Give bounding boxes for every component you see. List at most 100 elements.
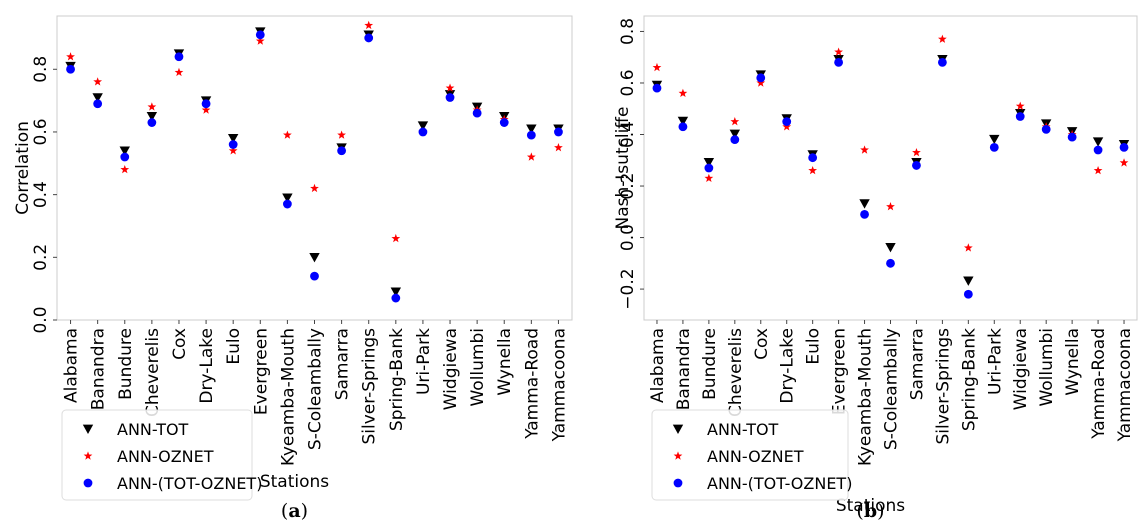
x-tick-label: Silver-Springs [360, 328, 380, 445]
legend-label: ANN-OZNET [707, 447, 804, 466]
data-point [282, 199, 292, 209]
x-tick-label: Banandra [89, 328, 109, 410]
data-point [808, 165, 818, 175]
series-ann-oznet [652, 34, 1129, 252]
x-tick-label: Kyeamba-Mouth [856, 328, 876, 466]
data-point [364, 20, 374, 30]
data-point [729, 129, 741, 140]
data-point [554, 127, 563, 137]
data-point [963, 289, 973, 299]
data-point [526, 152, 536, 161]
x-tick-label: Wollumbi [468, 328, 488, 407]
data-point [282, 193, 293, 203]
data-point [652, 83, 662, 93]
series-ann-tot-oznet- [652, 57, 1129, 299]
legend-marker [83, 478, 93, 488]
x-tick-label: Alabama [648, 328, 668, 403]
data-point [228, 140, 238, 149]
x-tick-label: Wynella [1063, 328, 1083, 396]
data-point [1067, 132, 1077, 142]
data-point [678, 122, 688, 132]
data-point [834, 47, 843, 56]
data-point [937, 57, 947, 67]
legend-box [651, 409, 849, 501]
legend-label: ANN-(TOT-OZNET) [707, 474, 852, 493]
x-tick-label: Dry-Lake [778, 328, 798, 404]
y-tick-label: 0.6 [31, 118, 51, 145]
data-point [1119, 142, 1129, 152]
data-point [1015, 101, 1025, 110]
data-point [499, 118, 509, 127]
x-tick-label: Uri-Park [985, 328, 1005, 395]
data-point [66, 64, 75, 74]
legend-label: ANN-TOT [117, 420, 189, 439]
data-point [147, 118, 157, 127]
x-tick-label: Widgiewa [1011, 328, 1031, 410]
data-point [445, 93, 455, 102]
x-axis-label: Stations [260, 472, 329, 492]
data-point [860, 209, 869, 219]
panel-label: (b) [856, 500, 884, 522]
data-point [1093, 165, 1103, 175]
x-tick-label: Dry-Lake [197, 328, 217, 404]
data-point [989, 134, 1000, 145]
y-axis-label: Correlation [13, 121, 33, 215]
data-point [92, 93, 103, 103]
data-point [912, 161, 921, 170]
data-point [756, 78, 766, 87]
data-point [678, 88, 688, 98]
data-point [66, 52, 75, 61]
data-point [174, 52, 184, 62]
y-tick-label: 0.0 [618, 224, 638, 251]
x-tick-label: S-Coleambally [882, 328, 902, 450]
legend: ANN-TOT ANN-OZNET ANN-(TOT-OZNET) [61, 409, 262, 501]
x-tick-label: Spring-Bank [387, 328, 407, 431]
data-point [912, 147, 921, 157]
x-tick-label: Samarra [907, 328, 927, 400]
data-point [146, 112, 158, 122]
data-point [834, 57, 844, 67]
x-tick-label: Cox [170, 328, 190, 360]
data-point [364, 33, 374, 43]
x-tick-label: Yamma-Road [522, 328, 542, 440]
x-tick-label: Spring-Bank [959, 328, 979, 431]
data-point [1015, 112, 1025, 121]
y-tick-label: 0.8 [31, 56, 51, 83]
data-point [730, 117, 740, 126]
data-point [526, 124, 537, 134]
data-point [310, 271, 319, 281]
panel-label: (a) [281, 500, 308, 522]
x-tick-label: Alabama [62, 328, 82, 403]
legend-marker [83, 451, 93, 460]
x-tick-label: Evergreen [830, 328, 850, 415]
data-point [704, 163, 714, 173]
data-point [1093, 145, 1103, 155]
data-point [337, 130, 346, 139]
legend-marker [672, 424, 684, 434]
x-tick-label: Wollumbi [1037, 328, 1057, 407]
data-point [391, 293, 401, 303]
data-point [390, 287, 402, 297]
x-tick-label: Eulo [224, 328, 244, 365]
panel-a-correlation-chart: 0.0 0.2 0.4 0.6 0.8 Alabama Banandra Bundure Che… [13, 15, 573, 522]
data-point [886, 202, 895, 211]
x-tick-label: Widgiewa [441, 328, 461, 410]
data-point [93, 77, 103, 86]
x-tick-label: Banandra [674, 328, 694, 410]
data-point [782, 117, 792, 127]
x-tick-label: Kyeamba-Mouth [278, 328, 298, 466]
panel-b-nash-sutcliffe-chart: −0.2 0.0 0.2 0.4 0.6 0.8 Alabama Banandra Bundur… [613, 15, 1138, 522]
x-tick-label: Samarra [333, 328, 353, 400]
x-tick-label: Yamma-Road [1089, 328, 1109, 440]
data-point [227, 133, 239, 144]
data-point [704, 173, 714, 183]
data-point [963, 276, 974, 286]
data-point [417, 121, 429, 131]
data-point [756, 73, 766, 83]
legend-label: ANN-(TOT-OZNET) [117, 474, 262, 493]
data-point [147, 102, 157, 111]
data-point [310, 183, 319, 193]
data-point [120, 164, 130, 174]
data-point [730, 135, 740, 145]
data-point [885, 243, 896, 253]
